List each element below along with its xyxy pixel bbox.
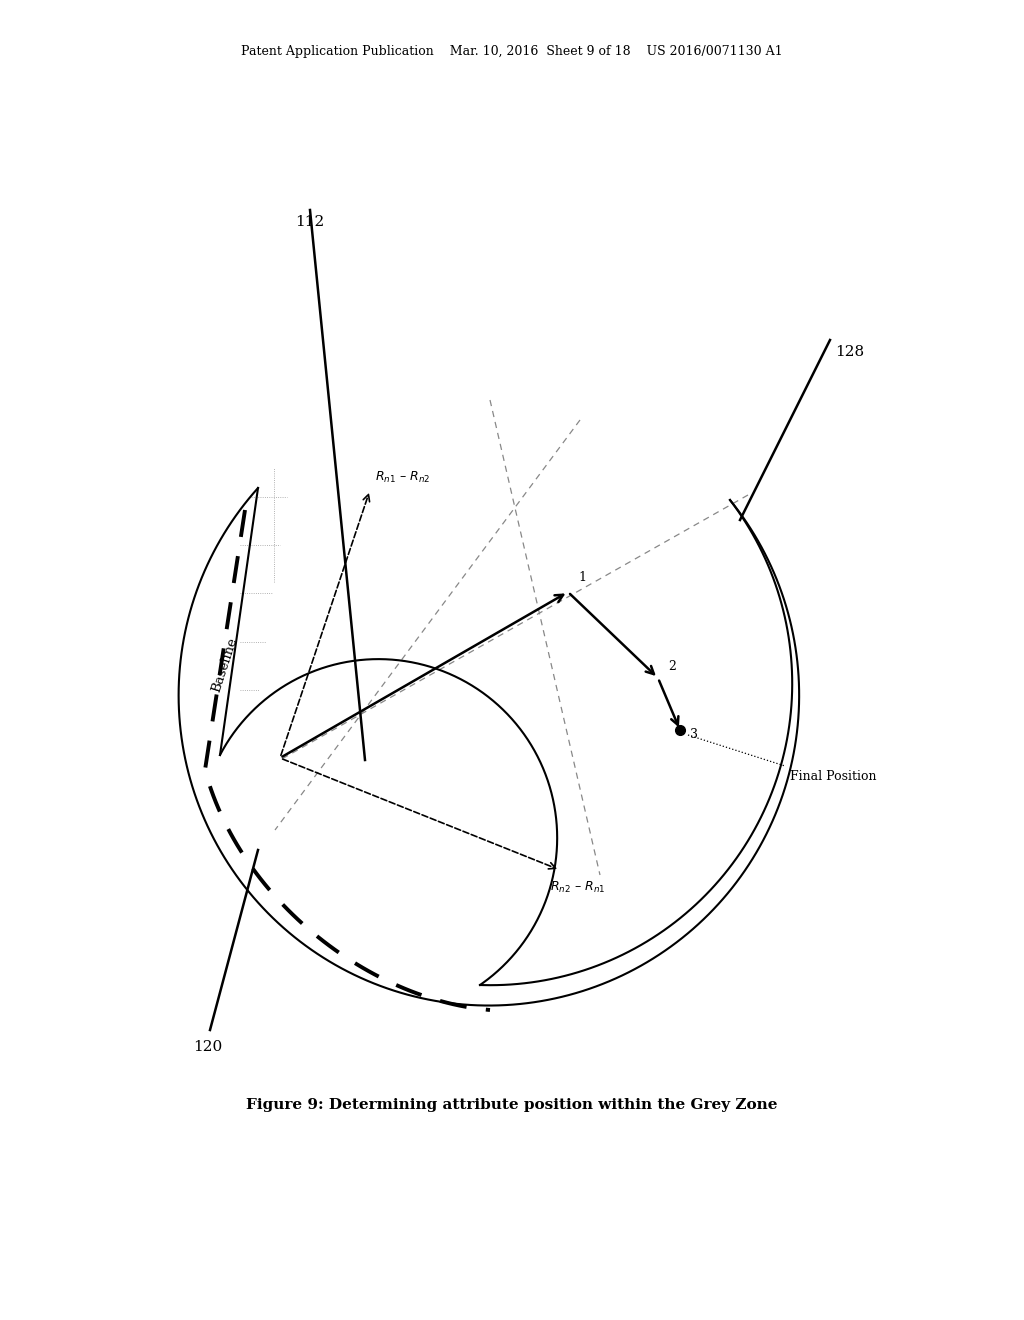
Text: 120: 120: [193, 1040, 222, 1053]
Text: Patent Application Publication    Mar. 10, 2016  Sheet 9 of 18    US 2016/007113: Patent Application Publication Mar. 10, …: [242, 45, 782, 58]
Text: 1: 1: [578, 572, 586, 583]
Text: Final Position: Final Position: [790, 770, 877, 783]
Text: 112: 112: [295, 215, 325, 228]
Text: Baseline: Baseline: [210, 636, 240, 694]
Text: 128: 128: [835, 345, 864, 359]
Text: 3: 3: [690, 729, 698, 741]
Text: 2: 2: [668, 660, 676, 673]
Text: Figure 9: Determining attribute position within the Grey Zone: Figure 9: Determining attribute position…: [246, 1098, 778, 1111]
Text: $R_{n2}$ – $R_{n1}$: $R_{n2}$ – $R_{n1}$: [550, 880, 605, 895]
Text: $R_{n1}$ – $R_{n2}$: $R_{n1}$ – $R_{n2}$: [375, 470, 430, 484]
